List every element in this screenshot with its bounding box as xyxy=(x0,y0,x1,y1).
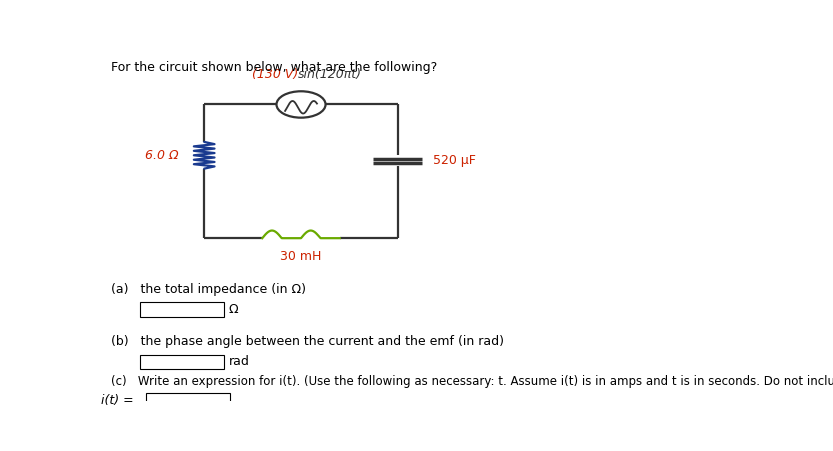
Text: rad: rad xyxy=(229,355,250,368)
FancyBboxPatch shape xyxy=(140,303,223,317)
Text: (130 V): (130 V) xyxy=(252,68,298,81)
Text: 520 μF: 520 μF xyxy=(433,154,476,167)
Text: 6.0 Ω: 6.0 Ω xyxy=(146,149,179,162)
Text: 30 mH: 30 mH xyxy=(281,250,322,263)
Text: Ω: Ω xyxy=(229,303,238,316)
Text: (a)   the total impedance (in Ω): (a) the total impedance (in Ω) xyxy=(111,283,306,296)
Text: sin(120πt): sin(120πt) xyxy=(298,68,362,81)
Text: For the circuit shown below, what are the following?: For the circuit shown below, what are th… xyxy=(111,61,436,74)
FancyBboxPatch shape xyxy=(146,393,230,407)
Text: (b)   the phase angle between the current and the emf (in rad): (b) the phase angle between the current … xyxy=(111,336,504,349)
Text: i(t) =: i(t) = xyxy=(101,394,133,406)
FancyBboxPatch shape xyxy=(140,354,223,369)
Text: (c)   Write an expression for i(t). (Use the following as necessary: t. Assume i: (c) Write an expression for i(t). (Use t… xyxy=(111,375,833,388)
